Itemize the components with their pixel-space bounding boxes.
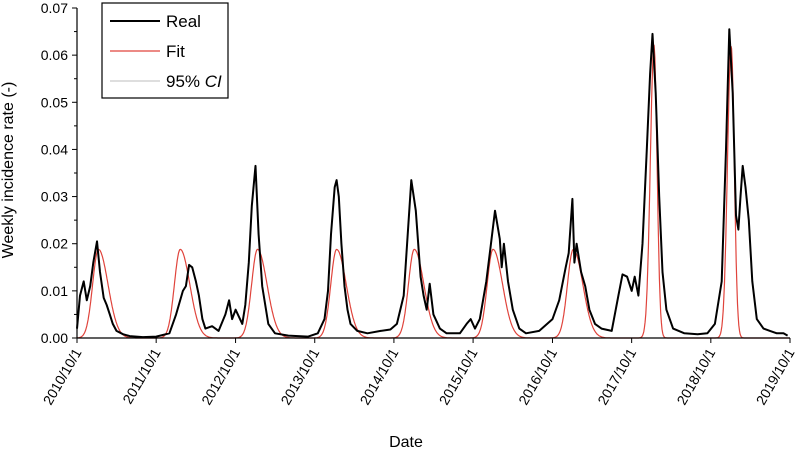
x-tick-label: 2014/10/1: [357, 345, 402, 407]
y-tick-label: 0.07: [41, 0, 68, 16]
x-tick-label: 2011/10/1: [119, 345, 164, 406]
x-axis-title: Date: [389, 434, 423, 451]
x-tick-label: 2013/10/1: [277, 345, 322, 407]
y-tick-label: 0.06: [41, 47, 68, 63]
x-tick-label: 2018/10/1: [673, 345, 718, 407]
y-axis: 0.00 0.01 0.02 0.03 0.04 0.05 0.06 0.07: [41, 0, 78, 346]
x-tick-label: 2010/10/1: [40, 345, 85, 407]
y-tick-label: 0.04: [41, 141, 68, 157]
legend-label-italic: CI: [205, 72, 222, 91]
legend-label: Fit: [166, 42, 185, 61]
legend: Real Fit 95% CI: [101, 2, 229, 99]
x-tick-label: 2017/10/1: [594, 345, 639, 407]
y-tick-label: 0.05: [41, 94, 68, 110]
y-tick-label: 0.01: [41, 283, 68, 299]
x-tick-label: 2016/10/1: [515, 345, 560, 407]
y-tick-label: 0.02: [41, 236, 68, 252]
legend-label: Real: [166, 12, 201, 31]
x-tick-label: 2015/10/1: [436, 345, 481, 407]
y-axis-title: Weekly incidence rate (-): [0, 82, 17, 259]
legend-label: 95% CI: [166, 72, 222, 91]
x-tick-label: 2019/10/1: [753, 345, 796, 407]
real-line: [76, 28, 789, 339]
x-tick-label: 2012/10/1: [198, 345, 243, 407]
y-tick-label: 0.00: [41, 330, 68, 346]
y-tick-label: 0.03: [41, 189, 68, 205]
x-axis: 2010/10/1 2011/10/1 2012/10/1 2013/10/1 2014…: [40, 337, 796, 407]
